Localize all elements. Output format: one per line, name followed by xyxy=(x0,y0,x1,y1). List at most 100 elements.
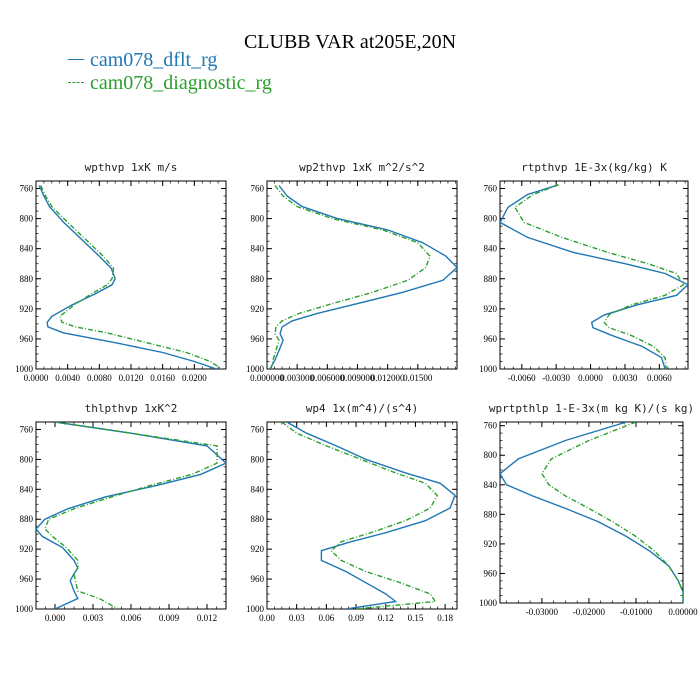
series-line-diagnostic xyxy=(281,422,439,609)
y-tick-label: 1000 xyxy=(15,604,34,614)
x-tick-label: 0.003000 xyxy=(280,373,314,383)
panel-title: wp2thvp 1xK m^2/s^2 xyxy=(299,161,425,174)
y-tick-label: 840 xyxy=(251,484,265,494)
y-tick-label: 760 xyxy=(484,421,498,431)
x-tick-label: 0.006 xyxy=(121,613,142,623)
x-tick-label: 0.0080 xyxy=(87,373,112,383)
plot-frame xyxy=(35,180,227,370)
panel-5: wp4 1x(m^4)/(s^4)76080084088092096010000… xyxy=(246,402,458,623)
plot-frame xyxy=(266,421,458,610)
y-tick-label: 760 xyxy=(20,424,34,434)
figure-title: CLUBB VAR at205E,20N xyxy=(243,31,457,53)
y-tick-label: 800 xyxy=(251,454,265,464)
series-line-dflt xyxy=(38,185,217,369)
series-line-dflt xyxy=(269,185,457,369)
y-tick-label: 800 xyxy=(484,450,498,460)
series-line-diagnostic xyxy=(44,422,218,609)
x-tick-label: 0.0060 xyxy=(647,373,672,383)
y-tick-label: 1000 xyxy=(246,604,265,614)
x-tick-label: 0.00000 xyxy=(668,607,698,617)
panel-title: wp4 1x(m^4)/(s^4) xyxy=(306,402,419,415)
x-tick-label: 0.0160 xyxy=(150,373,175,383)
panel-title: wpthvp 1xK m/s xyxy=(85,161,178,174)
x-tick-label: 0.12 xyxy=(378,613,394,623)
x-tick-label: 0.15 xyxy=(408,613,424,623)
panel-2: wp2thvp 1xK m^2/s^2 760 800 840 880 920 960 100… xyxy=(246,161,458,383)
y-tick-label: 960 xyxy=(20,334,34,344)
legend-entry-dflt: cam078_dflt_rg xyxy=(68,49,217,72)
y-tick-label: 960 xyxy=(484,334,498,344)
y-tick-label: 800 xyxy=(484,214,498,224)
panel-title: wprtpthlp 1-E-3x(m kg K)/(s kg) xyxy=(489,402,694,415)
legend-label-diagnostic: cam078_diagnostic_rg xyxy=(90,72,272,94)
x-tick-label: 0.09 xyxy=(348,613,364,623)
panel-title: rtpthvp 1E-3x(kg/kg) K xyxy=(521,161,667,174)
y-tick-label: 760 xyxy=(20,184,34,194)
y-tick-label: 920 xyxy=(484,539,498,549)
x-tick-label: 0.003 xyxy=(83,613,104,623)
x-tick-label: 0.0040 xyxy=(55,373,80,383)
x-tick-label: 0.009 xyxy=(159,613,180,623)
x-tick-label: -0.01000 xyxy=(620,607,653,617)
x-tick-label: 0.000000 xyxy=(250,373,284,383)
y-tick-label: 960 xyxy=(484,568,498,578)
panel-6: wprtpthlp 1-E-3x(m kg K)/(s kg) 760 800 840… xyxy=(479,402,698,617)
x-tick-label: -0.0030 xyxy=(542,373,570,383)
y-tick-label: 840 xyxy=(484,480,498,490)
y-tick-label: 760 xyxy=(484,184,498,194)
y-tick-label: 880 xyxy=(20,514,34,524)
x-tick-label: -0.03000 xyxy=(526,607,559,617)
y-tick-label: 920 xyxy=(20,304,34,314)
y-tick-label: 960 xyxy=(251,334,265,344)
y-tick-label: 840 xyxy=(20,244,34,254)
x-tick-label: 0.009000 xyxy=(341,373,375,383)
legend-label-dflt: cam078_dflt_rg xyxy=(90,49,218,71)
y-tick-label: 1000 xyxy=(479,598,498,608)
y-tick-label: 920 xyxy=(484,304,498,314)
x-tick-label: 0.18 xyxy=(437,613,453,623)
panel-4: thlpthvp 1xK^2 760 800 840 880 920 960 1000 0.00… xyxy=(15,402,227,623)
series-line-diagnostic xyxy=(541,422,683,603)
y-tick-label: 800 xyxy=(20,454,34,464)
panel-title: thlpthvp 1xK^2 xyxy=(85,402,178,415)
x-tick-label: 0.00 xyxy=(259,613,275,623)
y-tick-label: 1000 xyxy=(15,364,34,374)
x-tick-label: 0.0120 xyxy=(119,373,144,383)
series-line-dflt xyxy=(500,422,683,603)
y-tick-label: 920 xyxy=(251,304,265,314)
x-tick-label: -0.0060 xyxy=(508,373,536,383)
y-tick-label: 840 xyxy=(484,244,498,254)
x-tick-label: 0.006000 xyxy=(310,373,344,383)
x-tick-label: 0.0000 xyxy=(578,373,603,383)
x-tick-label: -0.02000 xyxy=(573,607,606,617)
x-tick-label: 0.0000 xyxy=(24,373,49,383)
x-tick-label: 0.012 xyxy=(197,613,217,623)
y-tick-label: 800 xyxy=(20,214,34,224)
x-tick-label: 0.012000 xyxy=(371,373,405,383)
x-tick-label: 0.06 xyxy=(319,613,335,623)
y-tick-label: 840 xyxy=(20,484,34,494)
legend-swatch-dflt xyxy=(68,58,84,60)
panel-1: wpthvp 1xK m/s76080084088092096010000.00… xyxy=(15,161,227,383)
y-tick-label: 960 xyxy=(20,574,34,584)
x-tick-label: 0.000 xyxy=(45,613,66,623)
y-tick-label: 880 xyxy=(484,274,498,284)
y-tick-label: 840 xyxy=(251,244,265,254)
series-line-diagnostic xyxy=(40,185,223,369)
legend-entry-diagnostic: cam078_diagnostic_rg xyxy=(68,72,272,95)
plot-frame xyxy=(499,421,684,604)
series-line-dflt xyxy=(36,422,226,609)
y-tick-label: 760 xyxy=(251,424,265,434)
x-tick-label: 0.03 xyxy=(289,613,305,623)
plot-frame xyxy=(35,421,227,610)
x-tick-label: 0.0030 xyxy=(613,373,638,383)
legend-swatch-diagnostic xyxy=(68,81,84,83)
y-tick-label: 760 xyxy=(251,184,265,194)
y-tick-label: 960 xyxy=(251,574,265,584)
y-tick-label: 880 xyxy=(251,514,265,524)
y-tick-label: 920 xyxy=(20,544,34,554)
series-line-diagnostic xyxy=(270,185,431,369)
y-tick-label: 800 xyxy=(251,214,265,224)
series-line-dflt xyxy=(500,184,688,369)
